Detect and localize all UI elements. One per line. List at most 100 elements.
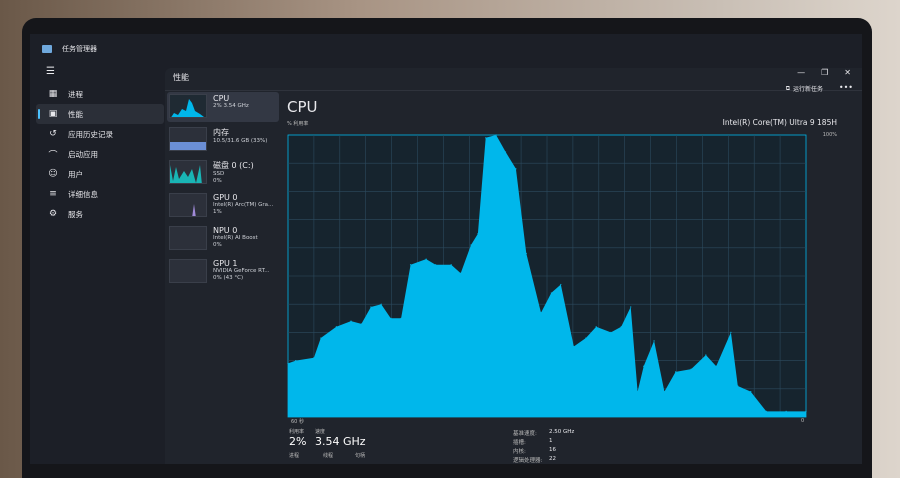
hamburger-icon[interactable]: ☰ xyxy=(46,66,55,77)
nav-label: 进程 xyxy=(68,89,83,99)
app-icon xyxy=(42,45,52,53)
device-gpu1[interactable]: GPU 1 NVIDIA GeForce RT... 0% (43 °C) xyxy=(167,257,279,287)
data-point xyxy=(765,410,767,412)
cpu-model: Intel(R) Core(TM) Ultra 9 185H xyxy=(722,118,837,127)
nav-performance[interactable]: ▣ 性能 xyxy=(36,104,164,124)
performance-panel: 性能 — ❐ ✕ CPU 2% 3.54 GHz 内存 10.5/31.6 GB (… xyxy=(165,68,862,464)
data-point xyxy=(525,252,527,255)
data-point xyxy=(737,385,739,387)
services-icon: ⚙ xyxy=(48,209,58,219)
data-point xyxy=(620,326,622,328)
sidebar-nav: ▦ 进程 ▣ 性能 ↺ 应用历史记录 ⌒ 启动应用 ☺ 用户 ≡ 详细信息 ⚙ 服务 xyxy=(36,84,164,224)
data-point xyxy=(409,264,412,266)
spec-value: 22 xyxy=(549,456,556,462)
data-point xyxy=(675,371,677,373)
spec-value: 1 xyxy=(549,438,553,444)
more-options-button[interactable]: ••• xyxy=(838,83,853,92)
device-usage: 0% xyxy=(213,242,222,248)
data-point xyxy=(595,326,597,328)
util-stat-label: 利用率 xyxy=(289,429,305,435)
run-new-task-button[interactable]: ⧉ 运行新任务 xyxy=(786,84,823,94)
maximize-button[interactable]: ❐ xyxy=(821,68,829,77)
cpu-detail: ⧉ 运行新任务 ••• CPU % 利用率 Intel(R) Core(TM) U… xyxy=(283,83,862,464)
nav-processes[interactable]: ▦ 进程 xyxy=(36,84,164,104)
nav-label: 用户 xyxy=(68,169,83,179)
data-point xyxy=(477,233,479,235)
close-button[interactable]: ✕ xyxy=(844,68,851,77)
spec-key: 插槽: xyxy=(513,440,526,446)
nav-details[interactable]: ≡ 详细信息 xyxy=(36,184,164,204)
device-usage: 1% xyxy=(213,209,222,215)
data-point xyxy=(400,317,402,319)
device-npu0[interactable]: NPU 0 Intel(R) AI Boost 0% xyxy=(167,224,279,254)
data-point xyxy=(470,244,472,246)
util-stat-value: 2% xyxy=(289,435,307,448)
data-point xyxy=(335,326,337,328)
data-point xyxy=(504,151,507,153)
data-point xyxy=(663,391,666,393)
y-max-label: 100% xyxy=(822,132,837,138)
gpu1-thumbnail xyxy=(169,259,207,283)
history-icon: ↺ xyxy=(49,129,57,139)
nav-services[interactable]: ⚙ 服务 xyxy=(36,204,164,224)
app-title: 任务管理器 xyxy=(62,45,97,53)
device-usage: 0% xyxy=(213,178,222,184)
data-point xyxy=(515,168,517,170)
npu0-thumbnail xyxy=(169,226,207,250)
device-detail: SSD xyxy=(213,171,225,177)
data-point xyxy=(637,391,639,393)
nav-label: 服务 xyxy=(68,209,83,219)
x-axis-label: 60 秒 xyxy=(291,419,304,425)
speed-stat-label: 速度 xyxy=(315,429,326,435)
device-detail: 10.5/31.6 GB (33%) xyxy=(213,138,268,144)
nav-label: 应用历史记录 xyxy=(68,129,113,139)
data-point xyxy=(785,410,787,412)
data-point xyxy=(573,345,575,348)
threads-stat-label: 线程 xyxy=(323,453,334,459)
nav-users[interactable]: ☺ 用户 xyxy=(36,164,164,184)
spec-value: 2.50 GHz xyxy=(549,429,575,435)
data-point xyxy=(295,360,297,362)
device-gpu0[interactable]: GPU 0 Intel(R) Arc(TM) Gra... 1% xyxy=(167,191,279,221)
data-point xyxy=(705,354,707,356)
data-point xyxy=(550,292,552,294)
cpu-usage-chart xyxy=(287,134,807,418)
device-name: 磁盘 0 (C:) xyxy=(213,161,254,170)
data-point xyxy=(610,331,612,333)
data-point xyxy=(313,357,315,359)
data-point xyxy=(425,258,427,260)
minimize-button[interactable]: — xyxy=(797,68,806,77)
device-name: CPU xyxy=(213,94,230,103)
y-axis-label: % 利用率 xyxy=(287,121,309,127)
spec-key: 逻辑处理器: xyxy=(513,458,543,464)
run-task-label: 运行新任务 xyxy=(792,86,823,93)
data-point xyxy=(320,337,322,339)
device-disk[interactable]: 磁盘 0 (C:) SSD 0% xyxy=(167,158,279,188)
cpu-thumbnail xyxy=(169,94,207,118)
device-memory[interactable]: 内存 10.5/31.6 GB (33%) xyxy=(167,125,279,155)
device-name: NPU 0 xyxy=(213,226,238,235)
device-name: GPU 1 xyxy=(213,259,238,268)
data-point xyxy=(460,272,462,274)
handles-stat-label: 句柄 xyxy=(355,453,366,459)
data-point xyxy=(350,320,352,322)
data-point xyxy=(360,323,362,325)
device-cpu[interactable]: CPU 2% 3.54 GHz xyxy=(167,92,279,122)
nav-app-history[interactable]: ↺ 应用历史记录 xyxy=(36,124,164,144)
cpu-title: CPU xyxy=(287,98,318,116)
gpu0-thumbnail xyxy=(169,193,207,217)
data-point xyxy=(450,264,452,266)
nav-startup[interactable]: ⌒ 启动应用 xyxy=(36,144,164,164)
spec-value: 16 xyxy=(549,447,556,453)
divider xyxy=(165,90,862,91)
details-icon: ≡ xyxy=(49,189,57,199)
data-point xyxy=(287,362,289,365)
x-axis-end-label: 0 xyxy=(801,418,805,424)
device-detail: Intel(R) Arc(TM) Gra... xyxy=(213,202,274,208)
nav-label: 详细信息 xyxy=(68,189,98,199)
users-icon: ☺ xyxy=(48,169,58,179)
device-usage: 0% (43 °C) xyxy=(213,275,244,281)
data-point xyxy=(690,368,692,370)
processes-stat-label: 进程 xyxy=(289,453,300,459)
memory-thumbnail xyxy=(169,127,207,151)
